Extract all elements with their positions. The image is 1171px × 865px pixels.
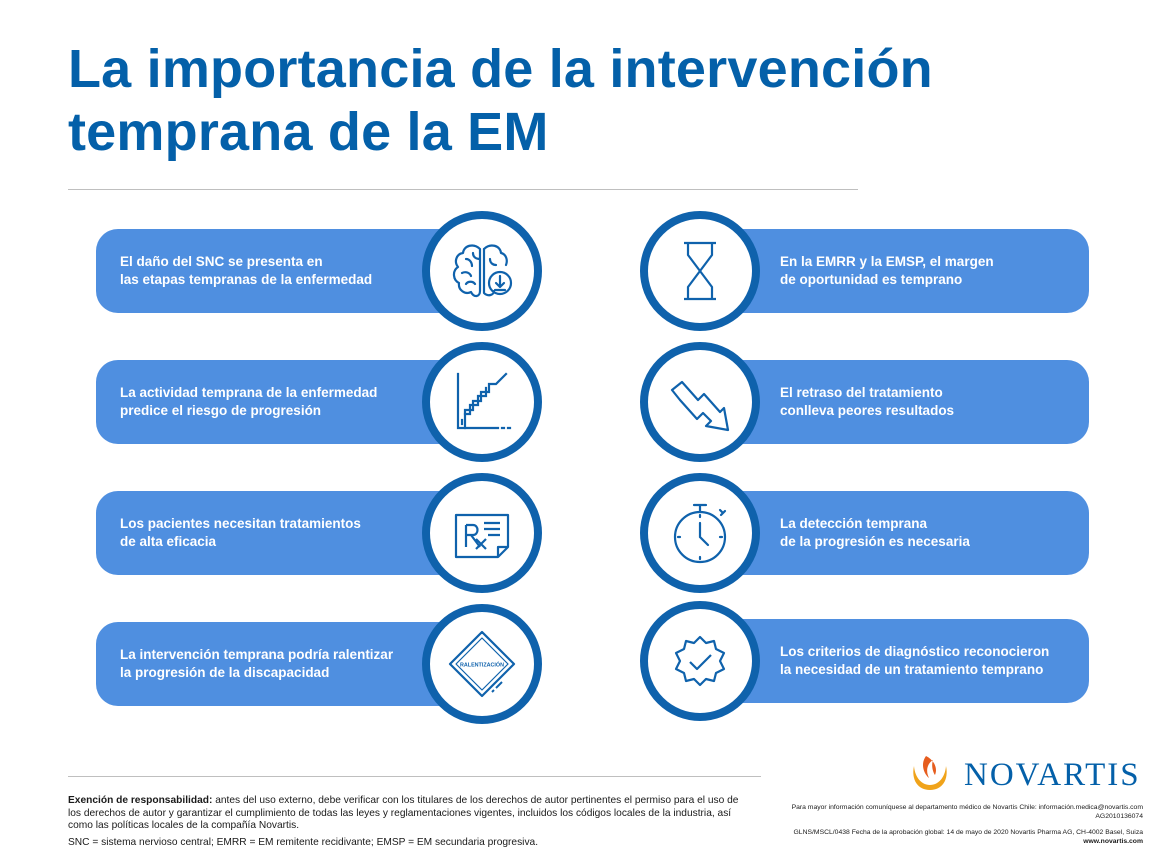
- rising-stairs-chart-icon: [422, 342, 542, 462]
- card-line: predice el riesgo de progresión: [120, 403, 322, 418]
- card-diagnostic-criteria: Los criterios de diagnóstico reconociero…: [700, 619, 1089, 703]
- card-high-efficacy: Los pacientes necesitan tratamientos de …: [96, 491, 476, 575]
- card-line: Los criterios de diagnóstico reconociero…: [780, 644, 1050, 659]
- hourglass-icon: [640, 211, 760, 331]
- title-line-2: temprana de la EM: [68, 102, 549, 162]
- card-line: Los pacientes necesitan tratamientos: [120, 516, 361, 531]
- brain-icon: [422, 211, 542, 331]
- card-line: de oportunidad es temprano: [780, 272, 963, 287]
- document-code: AG2010136074: [1095, 813, 1143, 820]
- card-line: La detección temprana: [780, 516, 928, 531]
- card-line: de alta eficacia: [120, 534, 217, 549]
- contact-info: Para mayor información comuníquese al de…: [791, 804, 1143, 811]
- card-line: la necesidad de un tratamiento temprano: [780, 662, 1044, 677]
- card-line: El daño del SNC se presenta en: [120, 254, 323, 269]
- card-line: de la progresión es necesaria: [780, 534, 970, 549]
- card-treatment-delay: El retraso del tratamiento conlleva peor…: [700, 360, 1089, 444]
- stopwatch-icon: [640, 473, 760, 593]
- card-line: La intervención temprana podría ralentiz…: [120, 647, 394, 662]
- check-badge-icon: [640, 601, 760, 721]
- card-early-activity: La actividad temprana de la enfermedad p…: [96, 360, 476, 444]
- page-title: La importancia de la intervención tempra…: [68, 38, 1068, 164]
- card-early-detection: La detección temprana de la progresión e…: [700, 491, 1089, 575]
- novartis-flame-logo: [913, 756, 947, 790]
- abbreviations: SNC = sistema nervioso central; EMRR = E…: [68, 837, 539, 848]
- novartis-wordmark: NOVARTIS: [964, 757, 1141, 793]
- card-line: la progresión de la discapacidad: [120, 665, 330, 680]
- card-opportunity-window: En la EMRR y la EMSP, el margen de oport…: [700, 229, 1089, 313]
- card-line: La actividad temprana de la enfermedad: [120, 385, 378, 400]
- footer-divider: [68, 776, 761, 777]
- title-line-1: La importancia de la intervención: [68, 39, 933, 99]
- downward-arrow-icon: [640, 342, 760, 462]
- card-cns-damage: El daño del SNC se presenta en las etapa…: [96, 229, 476, 313]
- card-line: las etapas tempranas de la enfermedad: [120, 272, 373, 287]
- card-early-intervention: La intervención temprana podría ralentiz…: [96, 622, 476, 706]
- card-line: El retraso del tratamiento: [780, 385, 943, 400]
- card-line: conlleva peores resultados: [780, 403, 955, 418]
- card-line: En la EMRR y la EMSP, el margen: [780, 254, 994, 269]
- title-divider: [68, 189, 858, 190]
- disclaimer: Exención de responsabilidad: antes del u…: [68, 795, 748, 833]
- prescription-icon: [422, 473, 542, 593]
- approval-info: GLNS/MSCL/0438 Fecha de la aprobación gl…: [793, 829, 1143, 836]
- slowdown-sign-label: RALENTIZACIÓN: [460, 661, 504, 669]
- website-link[interactable]: www.novartis.com: [1083, 838, 1143, 845]
- disclaimer-label: Exención de responsabilidad:: [68, 795, 213, 806]
- slowdown-sign-icon: RALENTIZACIÓN: [422, 604, 542, 724]
- disclaimer-text: antes del uso externo, debe verificar co…: [68, 795, 739, 831]
